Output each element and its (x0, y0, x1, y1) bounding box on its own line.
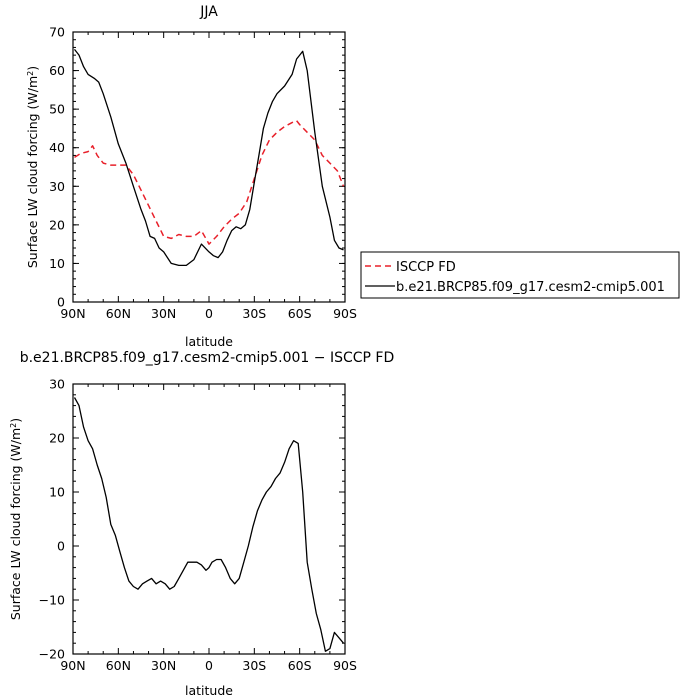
chart-top-x-tick-label: 60S (288, 306, 312, 321)
chart-bottom-lines (73, 397, 344, 652)
chart-top-y-tick-label: 0 (57, 295, 65, 310)
chart-bottom-y-tick-label: 0 (57, 539, 65, 554)
chart-bottom-x-tick-label: 90S (333, 658, 357, 673)
chart-bottom-x-tick-label: 90N (60, 658, 85, 673)
chart-bottom-y-tick-label: −10 (39, 593, 65, 608)
chart-top-lines (73, 48, 345, 267)
chart-top-y-ticks: 0 10 20 30 40 50 60 70 (49, 25, 345, 310)
chart-top-x-tick-label: 60N (106, 306, 131, 321)
chart-bottom-y-tick-label: 30 (49, 377, 65, 392)
legend: ISCCP FD b.e21.BRCP85.f09_g17.cesm2-cmip… (360, 251, 680, 299)
chart-top-x-tick-label: 30N (151, 306, 176, 321)
chart-bottom-x-ticks: 90N 60N 30N 0 30S 60S 90S (60, 384, 357, 673)
chart-top-x-tick-label: 0 (205, 306, 213, 321)
chart-top-x-tick-label: 30S (242, 306, 266, 321)
chart-bottom-title: b.e21.BRCP85.f09_g17.cesm2-cmip5.001 − I… (20, 350, 395, 366)
chart-bottom-x-tick-label: 30S (242, 658, 266, 673)
chart-top-x-ticks: 90N 60N 30N 0 30S 60S 90S (60, 32, 357, 321)
chart-bottom-series-line-cesm (73, 397, 344, 652)
chart-top-y-axis-label-sup: 2 (26, 71, 35, 76)
chart-top-title: JJA (199, 4, 218, 20)
chart-top-series-line-isccp (74, 119, 345, 245)
chart-bottom-y-tick-label: −20 (39, 647, 65, 662)
chart-bottom-y-tick-label: 10 (49, 485, 65, 500)
chart-bottom-x-tick-label: 60N (106, 658, 131, 673)
chart-top-plot-frame (72, 31, 346, 303)
chart-bottom-x-tick-label: 30N (151, 658, 176, 673)
chart-top-y-tick-label: 40 (49, 140, 65, 155)
legend-label-cesm: b.e21.BRCP85.f09_g17.cesm2-cmip5.001 (396, 280, 665, 295)
chart-bottom-x-tick-label: 60S (288, 658, 312, 673)
chart-top-y-tick-label: 70 (49, 25, 65, 40)
chart-top: JJA 90N 60N 30N 0 30S 60S 90S 010203040506070 … (25, 4, 357, 349)
chart-top-y-tick-label: 60 (49, 63, 65, 78)
chart-top-y-tick-label: 10 (49, 256, 65, 271)
chart-top-y-axis-label: Surface LW cloud forcing (W/m2) (25, 66, 40, 268)
chart-top-y-tick-label: 20 (49, 217, 65, 232)
chart-bottom-x-tick-label: 0 (205, 658, 213, 673)
chart-top-y-axis-label-close: ) (25, 66, 40, 71)
legend-box (360, 251, 680, 299)
chart-bottom-y-tick-label: 20 (49, 431, 65, 446)
chart-bottom: b.e21.BRCP85.f09_g17.cesm2-cmip5.001 − I… (8, 350, 394, 698)
chart-top-x-axis-label: latitude (185, 334, 233, 349)
chart-top-y-tick-label: 30 (49, 179, 65, 194)
chart-bottom-y-ticks: −20 −10 0 10 20 30 (39, 377, 345, 662)
chart-bottom-y-axis-label-sup: 2 (9, 423, 18, 428)
chart-bottom-x-axis-label: latitude (185, 683, 233, 698)
chart-bottom-y-axis-label: Surface LW cloud forcing (W/m2) (8, 418, 23, 620)
legend-label-isccp: ISCCP FD (396, 260, 456, 275)
chart-bottom-y-axis-label-close: ) (8, 418, 23, 423)
chart-bottom-y-axis-label-main: Surface LW cloud forcing (W/m (8, 428, 23, 620)
chart-top-x-tick-label: 90N (60, 306, 85, 321)
chart-top-y-tick-label: 50 (49, 102, 65, 117)
chart-top-series-line-cesm (73, 48, 344, 267)
chart-top-y-axis-label-main: Surface LW cloud forcing (W/m (25, 76, 40, 268)
chart-top-x-tick-label: 90S (333, 306, 357, 321)
